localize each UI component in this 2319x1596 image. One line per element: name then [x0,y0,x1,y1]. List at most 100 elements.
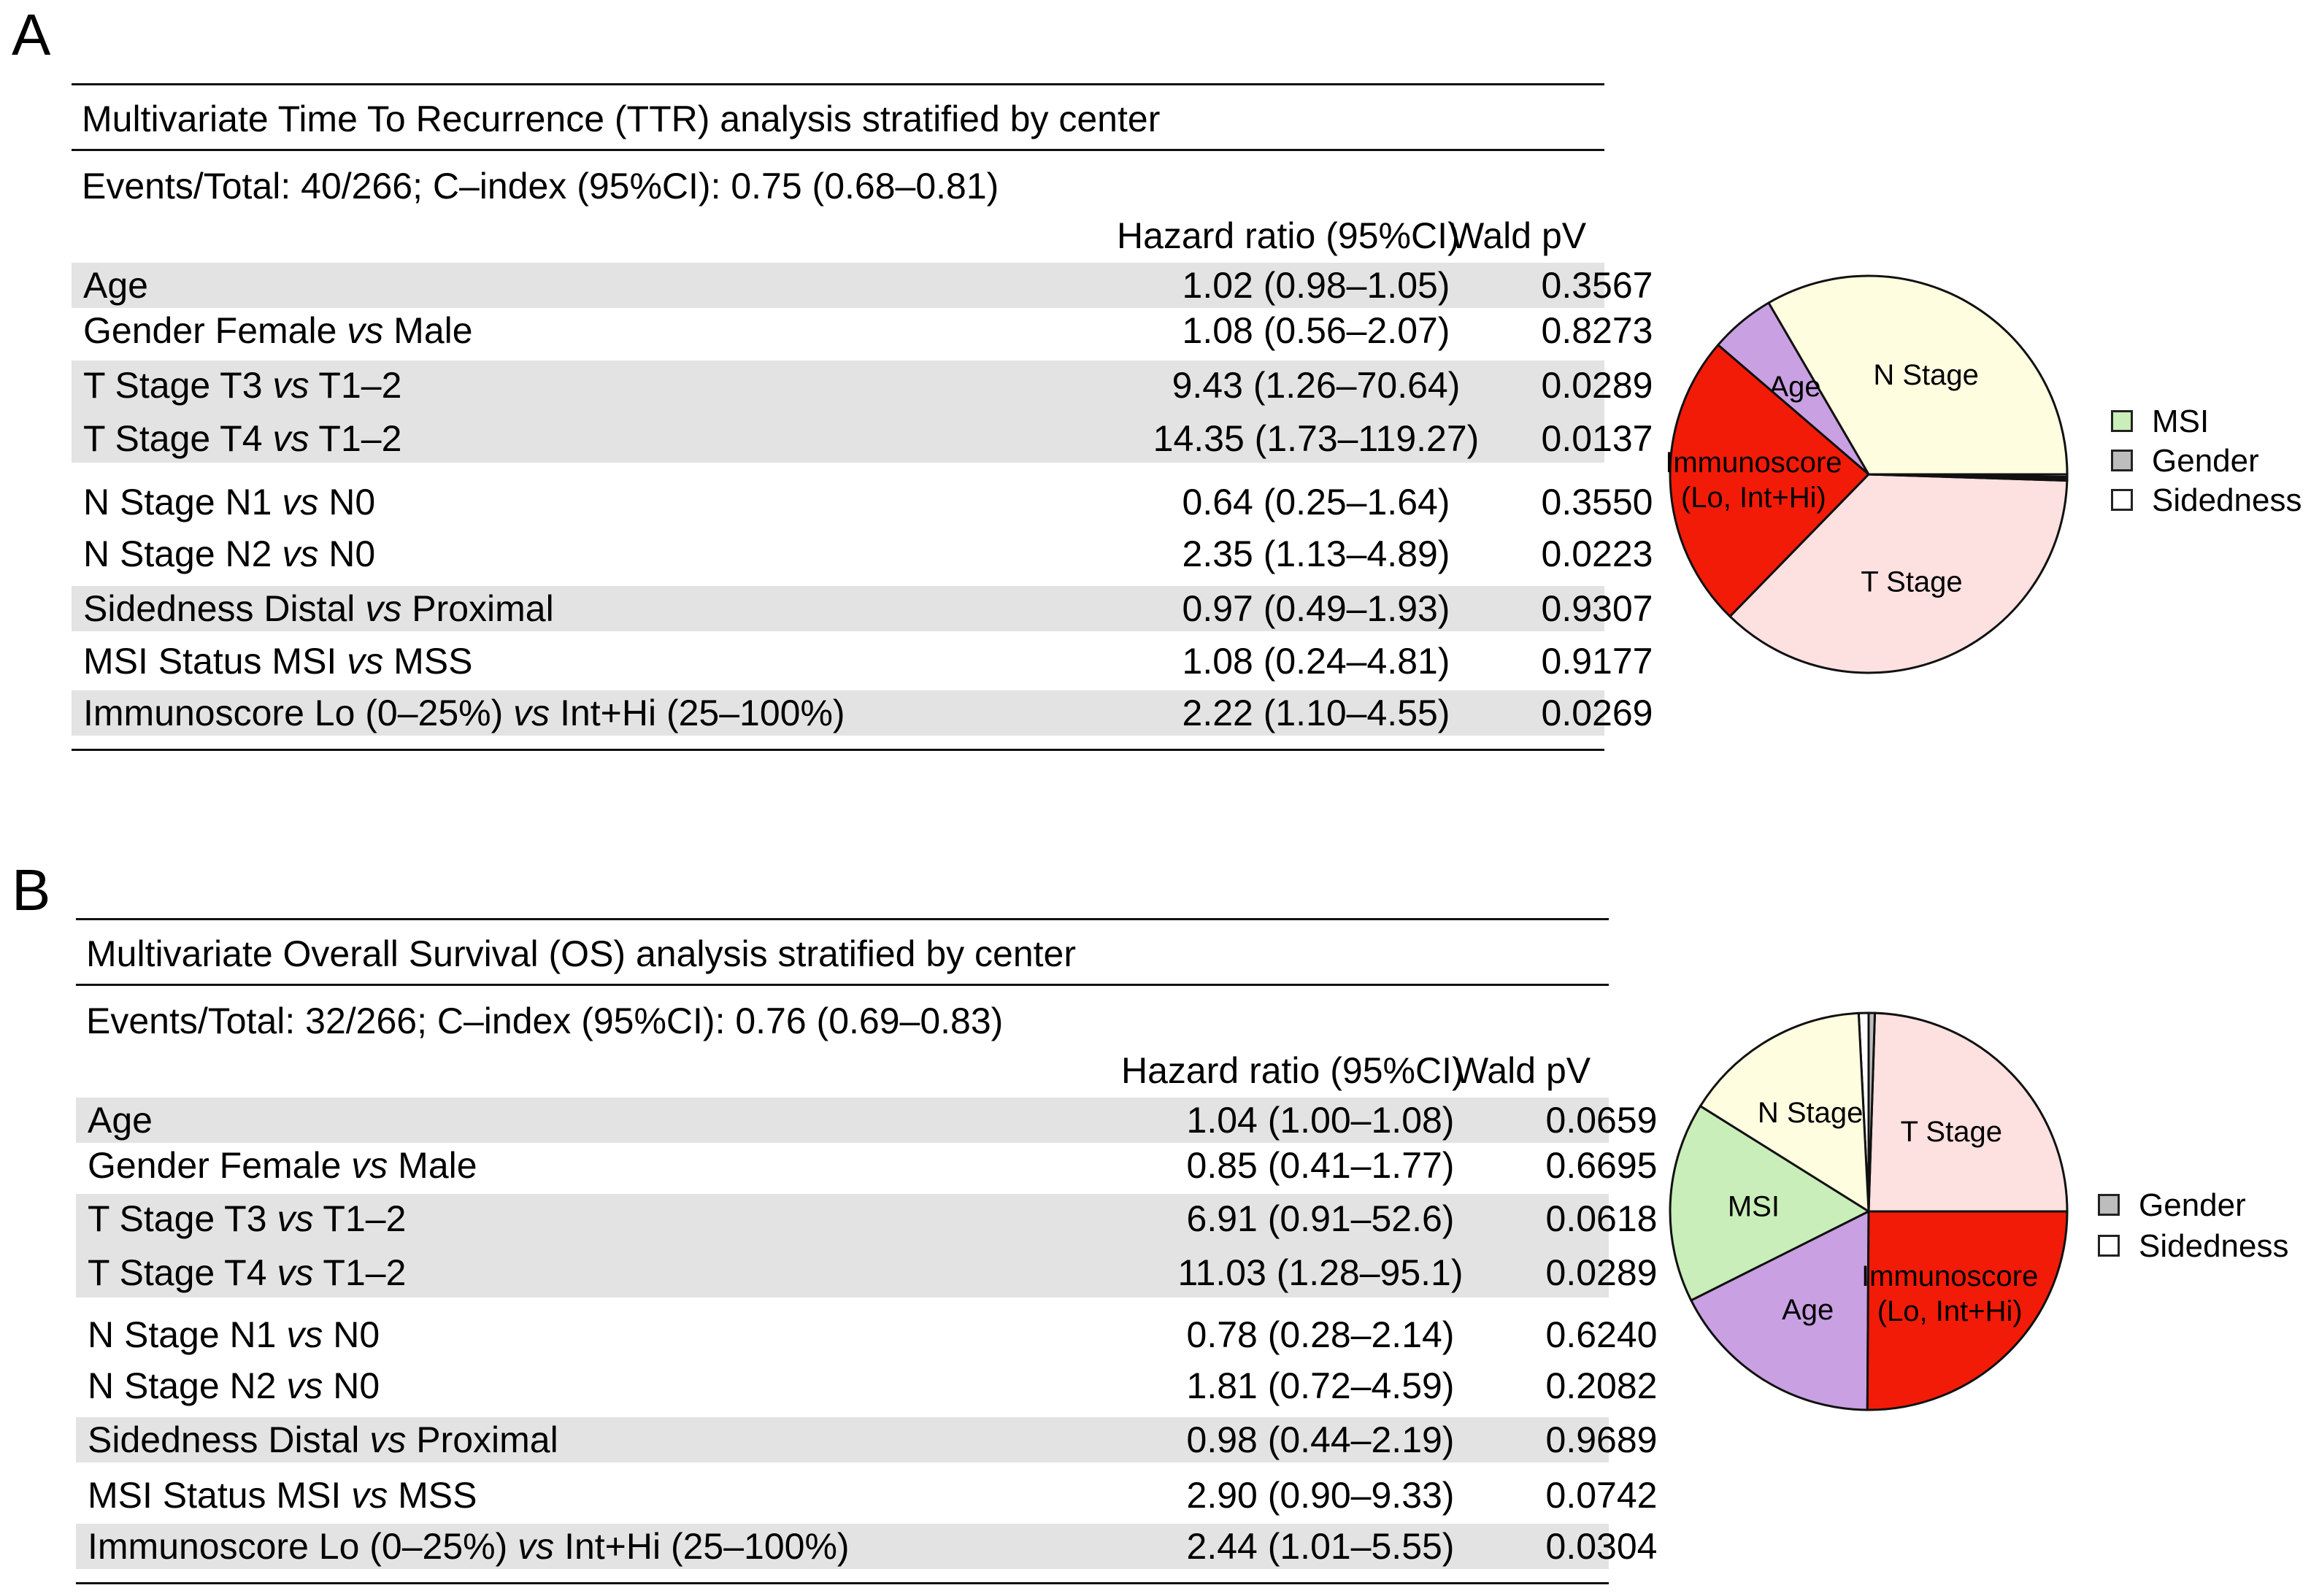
table-row: T Stage T3 vs T1–2 6.91 (0.91–52.6) 0.06… [76,1196,1657,1241]
hazard-ratio-cell: 0.98 (0.44–2.19) [1186,1419,1455,1460]
hazard-ratio-cell: 0.78 (0.28–2.14) [1186,1314,1455,1355]
panel-a-letter: A [12,2,51,67]
pvalue-cell: 0.9689 [1545,1419,1658,1460]
hazard-ratio-cell: 0.85 (0.41–1.77) [1186,1145,1455,1186]
hazard-ratio-cell: 0.97 (0.49–1.93) [1182,588,1450,629]
table-row: N Stage N2 vs N0 2.35 (1.13–4.89) 0.0223 [72,531,1653,577]
pvalue-cell: 0.9177 [1541,641,1653,682]
hazard-ratio-cell: 1.08 (0.56–2.07) [1182,310,1450,351]
pie-slice-immunoscore-lo-int-hi [1866,1210,2069,1411]
table-title-rule [76,984,1609,986]
pie-slice-label: T Stage [1861,566,1962,598]
table-top-rule [72,83,1604,85]
pie-slice-n-stage [1699,1011,1870,1214]
table-row: Age 1.04 (1.00–1.08) 0.0659 [76,1098,1657,1143]
table-top-rule [76,918,1609,920]
pvalue-cell: 0.0659 [1545,1100,1658,1141]
pie-slice-label: Immunoscore (Lo, Int+Hi) [1861,1260,2038,1327]
pvalue-cell: 0.6695 [1545,1145,1658,1186]
hazard-ratio-cell: 14.35 (1.73–119.27) [1153,418,1480,459]
table-row: Sidedness Distal vs Proximal 0.98 (0.44–… [76,1417,1657,1462]
pvalue-cell: 0.0618 [1545,1198,1658,1239]
table-row: N Stage N1 vs N0 0.64 (0.25–1.64) 0.3550 [72,479,1653,525]
pie-slice-sidedness [1868,473,2069,478]
hazard-ratio-cell: 9.43 (1.26–70.64) [1172,365,1461,406]
pvalue-cell: 0.2082 [1545,1365,1658,1406]
panel-a-legend: MSI Gender Sidedness [2111,406,2315,523]
hazard-ratio-cell: 1.81 (0.72–4.59) [1186,1365,1455,1406]
panel-b-events: Events/Total: 32/266; C–index (95%CI): 0… [86,1001,1004,1041]
pie-slice-n-stage [1766,274,2069,476]
pie-slice-t-stage [1728,473,2069,674]
panel-b-legend: Gender Sidedness [2098,1190,2317,1270]
pvalue-cell: 0.3550 [1541,482,1653,523]
hazard-ratio-cell: 2.90 (0.90–9.33) [1186,1475,1455,1516]
hazard-ratio-cell: 2.44 (1.01–5.55) [1186,1526,1455,1567]
table-row: Immunoscore Lo (0–25%) vs Int+Hi (25–100… [76,1524,1657,1569]
wald-pv-header: Wald pV [1450,215,1587,256]
pvalue-cell: 0.0223 [1541,533,1653,574]
legend-swatch [2111,489,2133,511]
table-row: T Stage T4 vs T1–2 14.35 (1.73–119.27) 0… [72,416,1653,461]
pvalue-cell: 0.3567 [1541,265,1653,306]
hazard-ratio-cell: 1.08 (0.24–4.81) [1182,641,1450,682]
table-row: N Stage N2 vs N0 1.81 (0.72–4.59) 0.2082 [76,1363,1657,1408]
pvalue-cell: 0.0304 [1545,1526,1658,1567]
pie-slice-label: N Stage [1758,1097,1864,1129]
hazard-ratio-cell: 1.04 (1.00–1.08) [1186,1100,1455,1141]
table-bottom-rule [72,749,1604,751]
hazard-ratio-cell: 2.35 (1.13–4.89) [1182,533,1450,574]
table-bottom-rule [76,1582,1609,1584]
panel-b-pie-chart: T Stage N Stage MSI Age Immunoscore (Lo, Int+… [1669,1011,2069,1411]
hazard-ratio-cell: 2.22 (1.10–4.55) [1182,693,1450,733]
pvalue-cell: 0.9307 [1541,588,1653,629]
table-row: MSI Status MSI vs MSS 1.08 (0.24–4.81) 0… [72,639,1653,684]
pie-slice-t-stage [1867,1011,2069,1213]
wald-pv-header: Wald pV [1454,1050,1591,1091]
pvalue-cell: 0.0289 [1541,365,1653,406]
table-row: Gender Female vs Male 1.08 (0.56–2.07) 0… [72,308,1653,353]
pie-slice-label: N Stage [1873,359,1979,391]
pvalue-cell: 0.0289 [1545,1252,1658,1293]
table-title-rule [72,149,1604,151]
panel-a-title: Multivariate Time To Recurrence (TTR) an… [82,99,1161,139]
table-row: Sidedness Distal vs Proximal 0.97 (0.49–… [72,586,1653,631]
table-row: Gender Female vs Male 0.85 (0.41–1.77) 0… [76,1143,1657,1188]
panel-a-table: Multivariate Time To Recurrence (TTR) an… [72,0,1653,759]
pvalue-cell: 0.0269 [1541,693,1653,733]
pie-slice-label: Age [1782,1294,1834,1326]
pie-slice-label: T Stage [1901,1116,2002,1148]
panel-b-letter: B [12,857,51,922]
pvalue-cell: 0.6240 [1545,1314,1658,1355]
pie-slice-msi [1669,1104,1872,1302]
table-row: Age 1.02 (0.98–1.05) 0.3567 [72,263,1653,308]
hazard-ratio-header: Hazard ratio (95%CI) [1117,215,1460,256]
pvalue-cell: 0.0742 [1545,1475,1658,1516]
table-row: N Stage N1 vs N0 0.78 (0.28–2.14) 0.6240 [76,1312,1657,1357]
hazard-ratio-header: Hazard ratio (95%CI) [1121,1050,1464,1091]
legend-swatch [2098,1194,2120,1216]
table-row: MSI Status MSI vs MSS 2.90 (0.90–9.33) 0… [76,1473,1657,1518]
pvalue-cell: 0.0137 [1541,418,1653,459]
hazard-ratio-cell: 11.03 (1.28–95.1) [1177,1252,1464,1293]
legend-swatch [2111,410,2133,432]
table-row: Immunoscore Lo (0–25%) vs Int+Hi (25–100… [72,690,1653,736]
table-row-shade-band [72,361,1604,463]
table-row-shade-band [76,1194,1609,1298]
pvalue-cell: 0.8273 [1541,310,1653,351]
hazard-ratio-cell: 0.64 (0.25–1.64) [1182,482,1450,523]
panel-b-table: Multivariate Overall Survival (OS) analy… [76,833,1657,1592]
panel-b-title: Multivariate Overall Survival (OS) analy… [86,933,1077,974]
hazard-ratio-cell: 1.02 (0.98–1.05) [1182,265,1450,306]
panel-a-events: Events/Total: 40/266; C–index (95%CI): 0… [82,166,999,207]
table-row: T Stage T3 vs T1–2 9.43 (1.26–70.64) 0.0… [72,363,1653,408]
legend-swatch [2098,1235,2120,1257]
pie-slice-label: MSI [1728,1191,1780,1223]
table-row: T Stage T4 vs T1–2 11.03 (1.28–95.1) 0.0… [76,1250,1657,1295]
pie-slice-age [1689,1209,1870,1411]
legend-swatch [2111,450,2133,471]
pie-slice-label: Immunoscore (Lo, Int+Hi) [1665,447,1842,514]
hazard-ratio-cell: 6.91 (0.91–52.6) [1186,1198,1455,1239]
pie-slice-immunoscore-lo-int-hi [1669,343,1871,618]
